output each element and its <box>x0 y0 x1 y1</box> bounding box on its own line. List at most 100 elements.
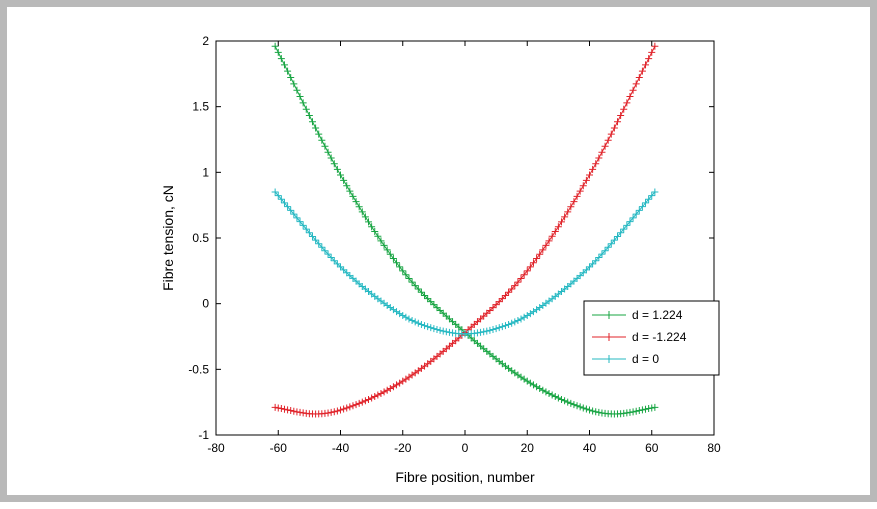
data-point <box>352 198 360 206</box>
data-point <box>623 99 631 107</box>
data-point <box>651 42 659 50</box>
series-3 <box>271 188 659 338</box>
data-point <box>523 311 531 319</box>
data-point <box>483 327 491 335</box>
data-point <box>545 389 553 397</box>
data-point <box>489 304 497 312</box>
data-point <box>632 80 640 88</box>
data-point <box>620 225 628 233</box>
data-point <box>586 406 593 414</box>
data-point <box>408 278 416 286</box>
data-point <box>645 405 653 413</box>
data-point <box>361 213 369 221</box>
legend-label: d = -1.224 <box>632 330 687 344</box>
data-point <box>355 399 363 407</box>
data-point <box>290 210 298 218</box>
x-tick-label: -40 <box>332 441 350 455</box>
data-point <box>333 260 341 268</box>
data-point <box>396 379 404 387</box>
data-point <box>617 112 625 120</box>
series-layer <box>271 42 659 418</box>
data-point <box>545 237 553 245</box>
data-point <box>296 218 304 226</box>
data-point <box>430 301 438 309</box>
data-point <box>417 320 425 328</box>
data-point <box>421 322 429 330</box>
data-point <box>539 386 547 394</box>
data-point <box>330 257 338 265</box>
data-point <box>302 105 310 113</box>
data-point <box>377 237 385 245</box>
data-point <box>542 241 550 249</box>
data-point <box>589 165 597 173</box>
data-point <box>424 323 432 331</box>
data-point <box>271 188 279 196</box>
data-point <box>576 187 584 195</box>
data-point <box>607 240 615 248</box>
legend-swatch-marker <box>605 355 613 363</box>
data-point <box>638 67 646 75</box>
data-point <box>352 401 360 409</box>
data-point <box>371 228 379 236</box>
data-point <box>536 384 544 392</box>
data-point <box>421 291 429 299</box>
data-point <box>383 246 391 254</box>
data-point <box>632 210 640 218</box>
x-tick-label: 0 <box>462 441 469 455</box>
data-point <box>277 55 285 63</box>
data-point <box>551 393 559 401</box>
data-point <box>582 266 590 274</box>
data-point <box>355 203 363 211</box>
legend-swatch-marker <box>605 311 613 319</box>
data-point <box>632 407 640 415</box>
data-point <box>511 282 519 290</box>
data-point <box>293 86 301 94</box>
data-point <box>579 182 587 190</box>
data-point <box>642 405 650 413</box>
data-point <box>489 326 497 334</box>
legend-swatch-marker <box>605 333 613 341</box>
data-point <box>427 298 435 306</box>
legend-label: d = 1.224 <box>632 308 683 322</box>
data-point <box>645 195 653 203</box>
data-point <box>548 232 556 240</box>
data-point <box>477 328 485 336</box>
data-point <box>626 93 634 101</box>
data-point <box>595 408 603 416</box>
data-point <box>280 61 288 69</box>
data-point <box>324 250 332 258</box>
data-point <box>365 218 373 226</box>
x-tick-label: 20 <box>521 441 535 455</box>
data-point <box>414 319 422 327</box>
data-point <box>651 403 659 411</box>
data-point <box>284 67 292 75</box>
data-point <box>564 208 572 216</box>
data-point <box>377 389 385 397</box>
data-point <box>290 80 298 88</box>
data-point <box>579 269 587 277</box>
data-point <box>598 148 606 156</box>
data-point <box>433 326 441 334</box>
data-point <box>607 130 615 138</box>
data-point <box>280 199 288 207</box>
data-point <box>396 263 404 271</box>
data-point <box>539 246 547 254</box>
x-tick-label: -60 <box>270 441 288 455</box>
data-point <box>576 272 584 280</box>
data-point <box>564 398 572 406</box>
data-point <box>436 326 444 334</box>
y-tick-label: -0.5 <box>188 362 209 376</box>
data-point <box>277 195 285 203</box>
data-point <box>595 253 603 261</box>
data-point <box>293 408 301 416</box>
legend-label: d = 0 <box>632 352 659 366</box>
data-point <box>505 320 513 328</box>
data-point <box>610 124 618 132</box>
data-point <box>296 93 304 101</box>
data-point <box>402 271 410 279</box>
data-point <box>293 214 301 222</box>
x-tick-label: -20 <box>394 441 412 455</box>
data-point <box>358 398 366 406</box>
data-point <box>274 192 282 200</box>
data-point <box>327 408 335 416</box>
